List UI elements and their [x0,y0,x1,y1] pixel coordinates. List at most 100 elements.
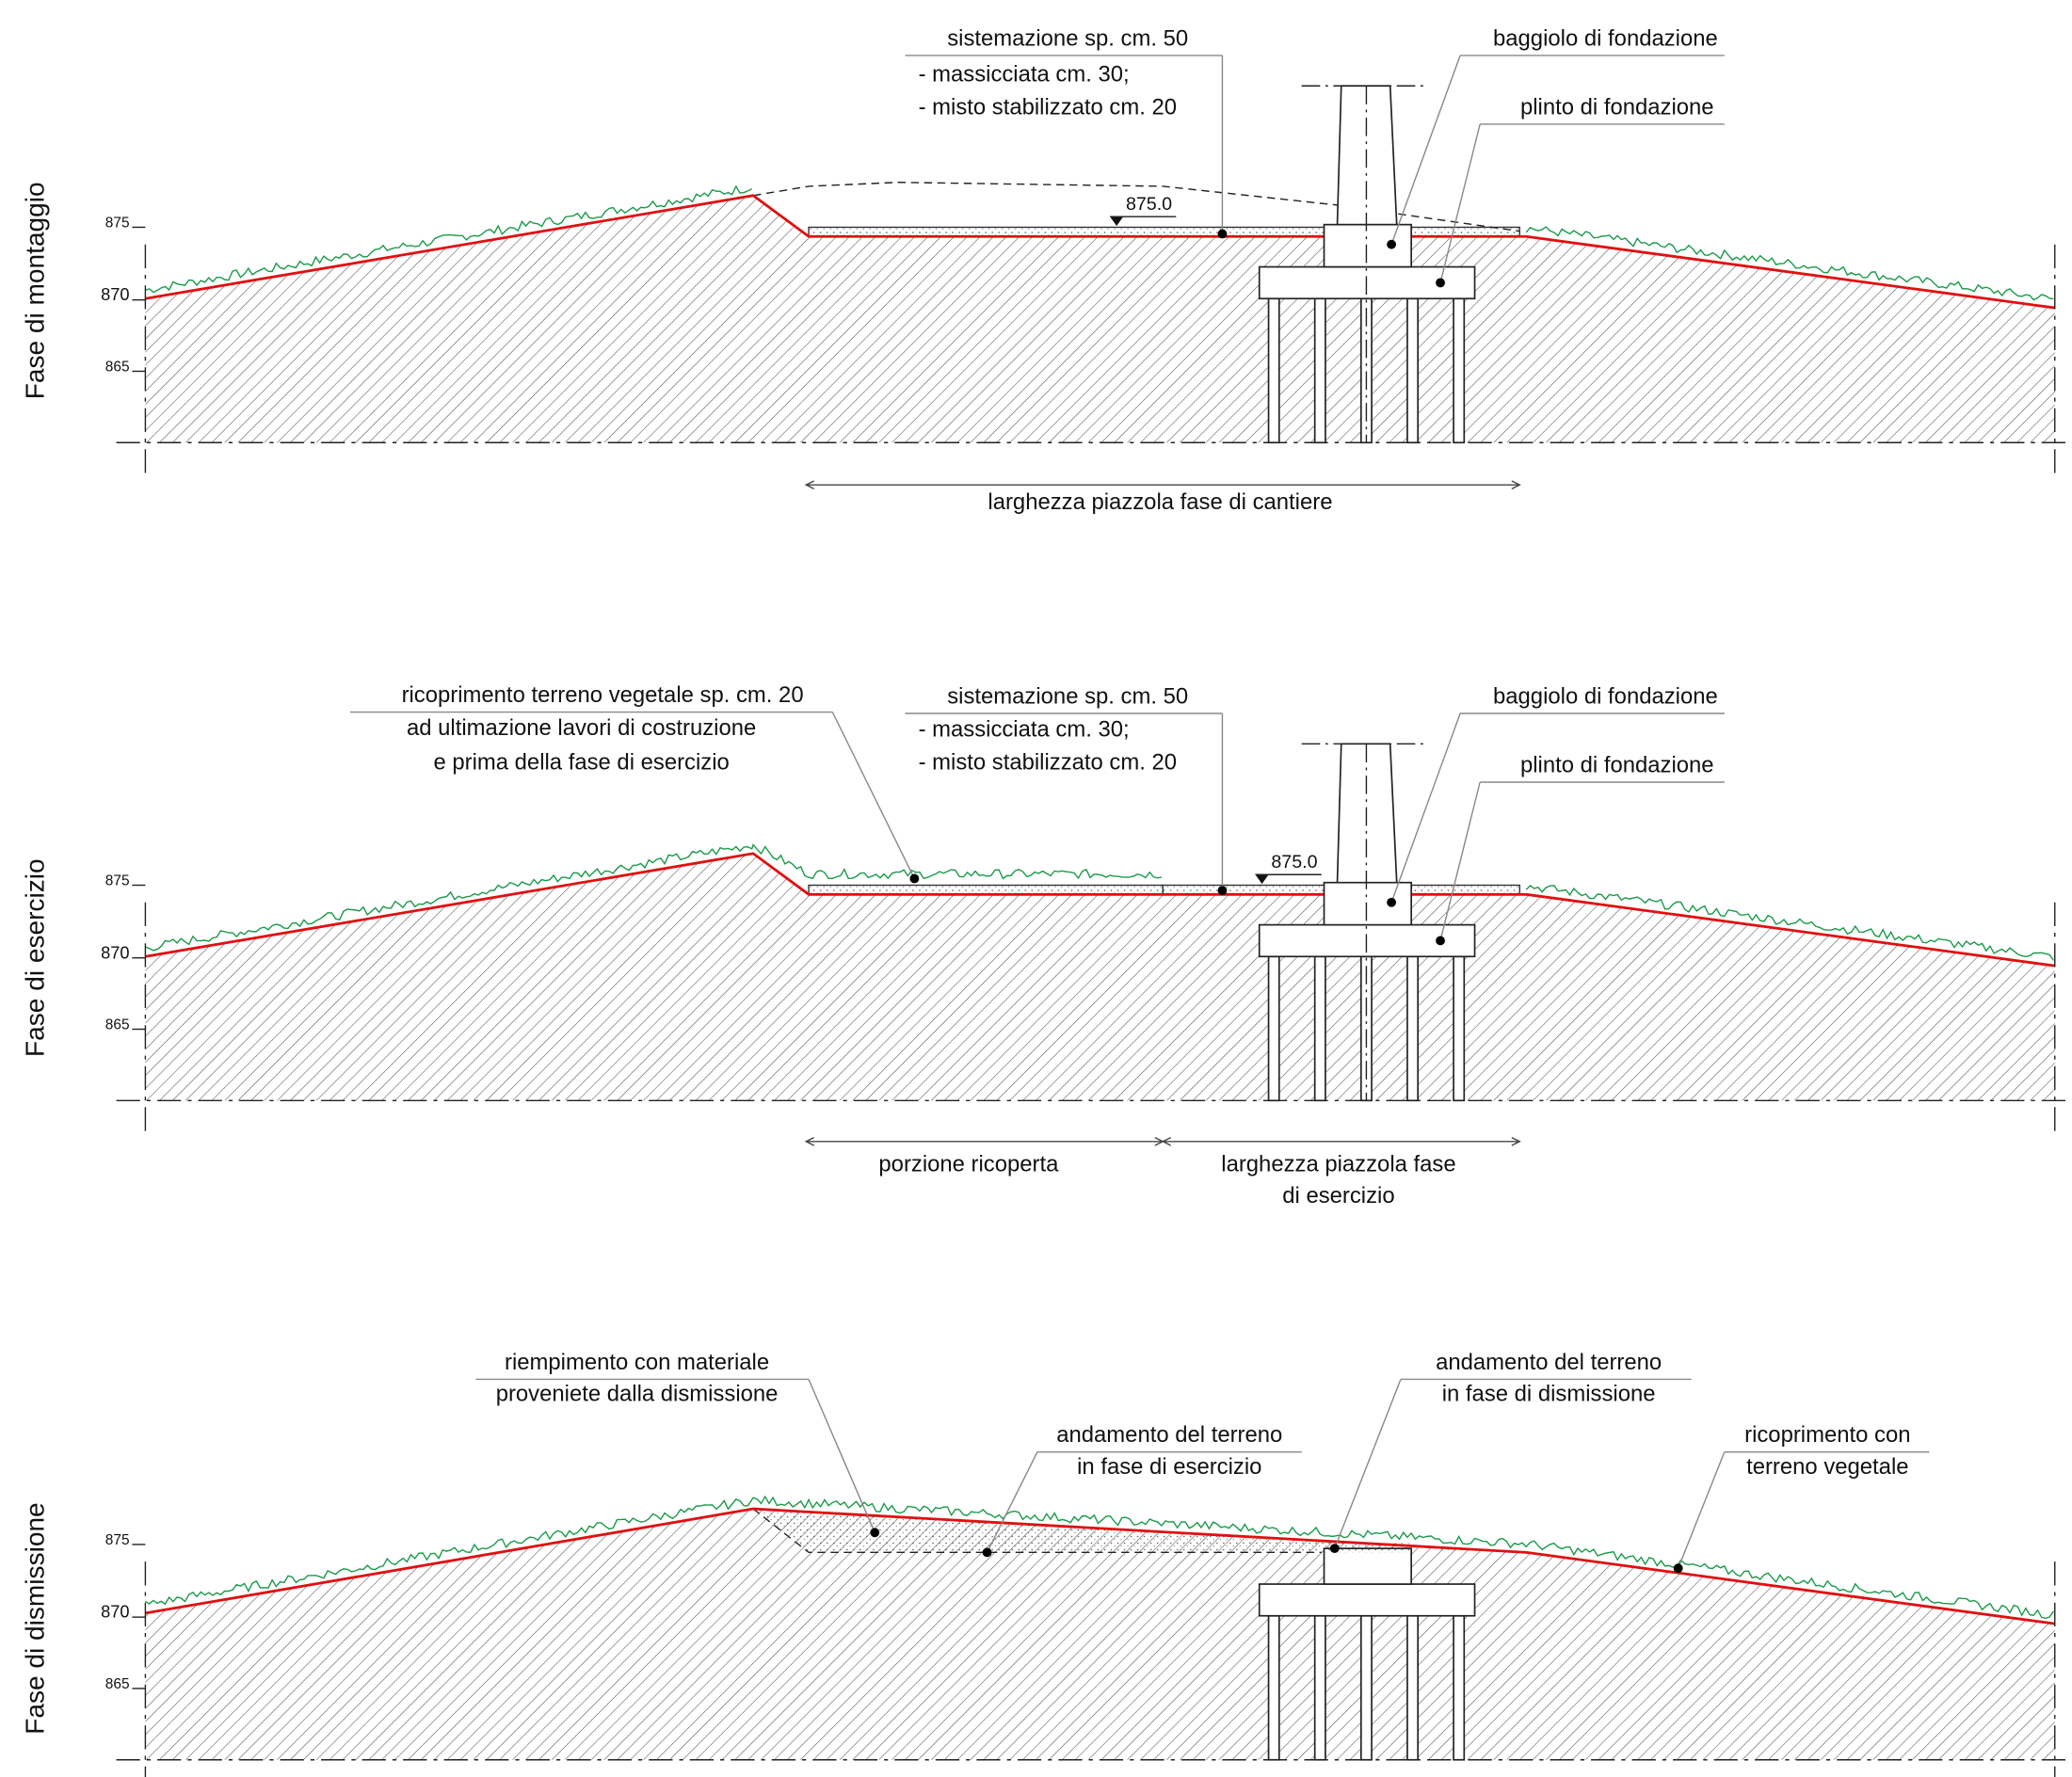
arrow [804,480,814,490]
level-label: 875.0 [1271,852,1317,872]
leader [831,712,915,879]
pedestal [1323,223,1412,268]
side-label: Fase di esercizio [21,858,50,1057]
pile [1267,955,1280,1102]
leader-dot [870,1528,880,1538]
arrow [1511,480,1521,490]
leader-dot [982,1547,992,1558]
pile [1267,297,1280,444]
side-label: Fase di montaggio [21,182,50,399]
pedestal [1323,881,1412,926]
leader [1334,1379,1402,1549]
leader [1439,781,1481,941]
elevation-label: 865 [105,1017,130,1033]
dimension-label: larghezza piazzola fase [1221,1151,1455,1177]
callout-text: plinto di fondazione [1520,94,1714,120]
pile [1453,1614,1466,1761]
elevation-label: 870 [101,1602,129,1622]
elevation-label: 870 [101,942,129,962]
pile [1453,955,1466,1102]
arrow [1511,1136,1521,1146]
leader-dot [1436,936,1445,946]
elevation-label: 875 [105,215,130,231]
elevation-label: 870 [101,284,129,304]
leader-dot [1329,1544,1340,1554]
callout-text: plinto di fondazione [1520,752,1714,777]
level-label: 875.0 [1126,194,1172,215]
pile [1406,1614,1420,1761]
callout-text: riempimento con materiale [505,1350,769,1375]
callout-text: andamento del terreno [1056,1422,1282,1448]
leader [808,1379,875,1533]
pile [1359,1614,1373,1761]
side-label: Fase di dismissione [21,1502,50,1734]
ground-hatch [145,853,2055,1101]
elevation-label: 875 [105,1532,130,1548]
leader-dot [1673,1563,1683,1574]
callout-text: andamento del terreno [1436,1350,1662,1375]
leader-dot [909,873,920,884]
grass [1525,884,2054,961]
grass [145,184,753,294]
old-profile [752,1508,1322,1554]
elevation-label: 875 [105,872,130,888]
pile [1406,297,1420,444]
pile [1313,297,1326,444]
section: Fase di dismissione 875 870 865 riempimento … [21,1350,2072,1777]
grass [145,1495,2054,1619]
section: Fase di montaggio 875 870 865 875.0 sistemazi… [21,25,2072,515]
ground-profile [145,1507,2055,1625]
pad-layer [808,226,1520,237]
grass [145,843,1162,952]
leader [1390,712,1461,903]
leader-dot [1217,229,1228,239]
pile [1313,1614,1326,1761]
ground-hatch [145,195,2055,443]
callout-text: ricoprimento con [1744,1422,1910,1448]
callout-text: terreno vegetale [1746,1454,1908,1480]
callout-text: baggiolo di fondazione [1493,25,1718,51]
callout-text: - misto stabilizzato cm. 20 [919,94,1177,120]
leader [1678,1451,1726,1569]
callout-text: proveniete dalla dismissione [496,1382,779,1407]
ground-profile [145,194,2055,310]
elevation-label: 865 [105,1676,130,1692]
section: Fase di esercizio 875 870 865 875.0 ricoprime… [21,682,2072,1209]
callout-text: e prima della fase di esercizio [433,750,729,776]
pile [1406,955,1420,1102]
callout-text: - massicciata cm. 30; [919,61,1130,87]
pile [1453,297,1466,444]
dimension-label: porzione ricoperta [878,1151,1059,1177]
leader [1439,123,1481,283]
callout-text: - massicciata cm. 30; [919,717,1130,743]
leader-dot [1387,239,1397,249]
callout-text: ricoprimento terreno vegetale sp. cm. 20 [402,682,804,708]
leader [986,1451,1038,1553]
arrow [1161,1136,1171,1146]
level-symbol [1110,216,1124,227]
callout-text: sistemazione sp. cm. 50 [947,25,1188,51]
pile [1267,1614,1280,1761]
callout-text: - misto stabilizzato cm. 20 [919,750,1177,776]
dimension-label: larghezza piazzola fase di cantiere [988,489,1332,515]
ground-profile [145,852,2055,968]
leader-dot [1387,897,1397,907]
pedestal-fill [1324,1543,1412,1553]
dimension-label: di esercizio [1282,1183,1394,1209]
elevation-label: 865 [105,359,130,375]
leader-dot [1217,886,1228,896]
arrow [804,1136,814,1146]
callout-text: baggiolo di fondazione [1493,683,1718,709]
plinth [1258,1583,1476,1617]
callout-text: sistemazione sp. cm. 50 [947,683,1188,709]
callout-text: in fase di esercizio [1077,1454,1261,1480]
pedestal [1323,1547,1412,1585]
cover-layer [808,884,1164,896]
callout-text: ad ultimazione lavori di costruzione [407,715,756,741]
leader [1390,55,1461,245]
leader-dot [1436,278,1445,288]
pile [1313,955,1326,1102]
grass [1525,226,2054,301]
ground-hatch [145,1509,2055,1760]
